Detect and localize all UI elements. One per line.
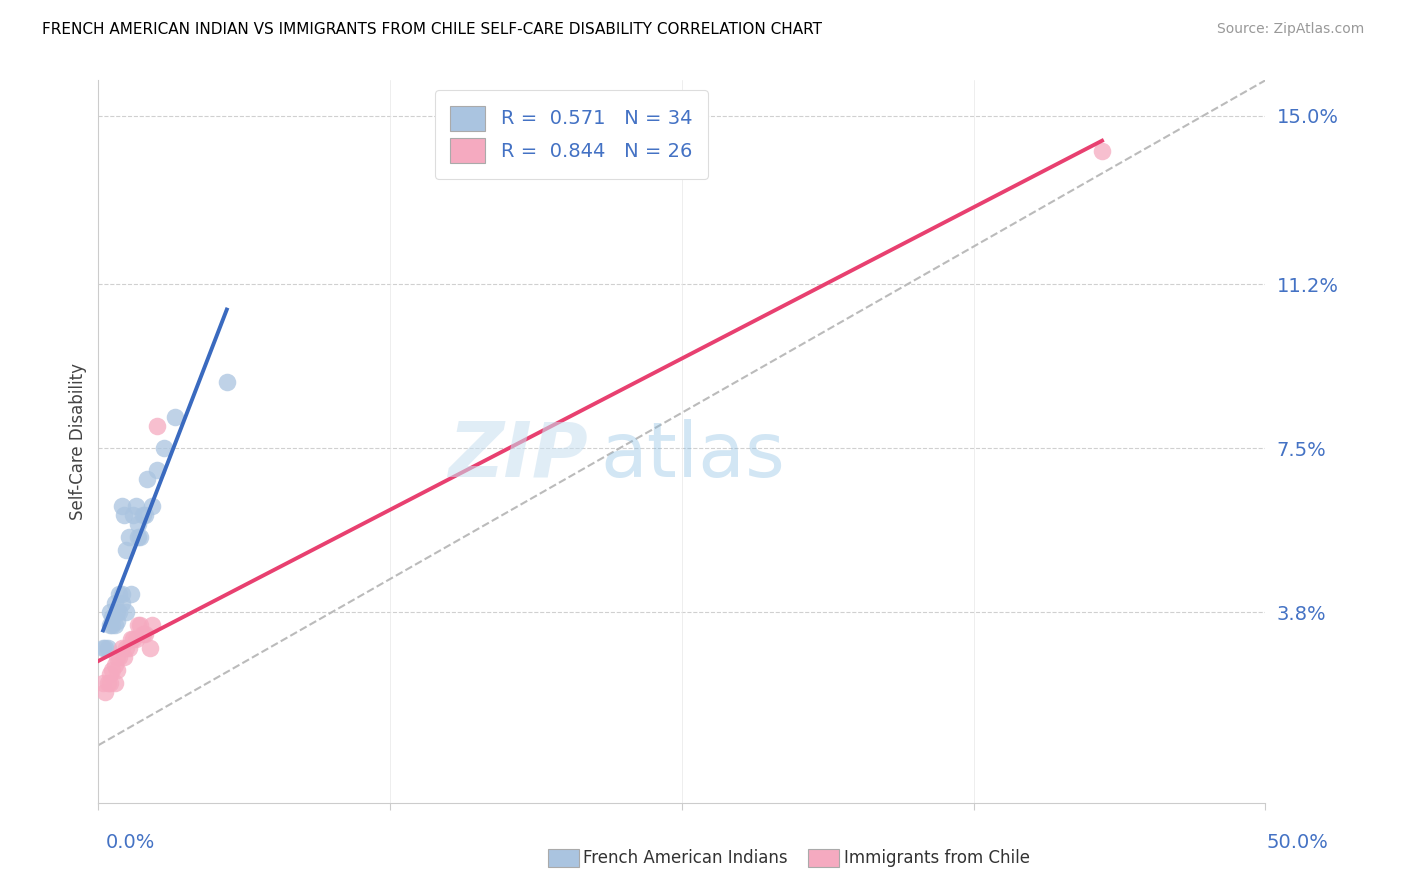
Point xyxy=(98,667,121,681)
Point xyxy=(97,640,120,655)
Point xyxy=(98,676,121,690)
Point xyxy=(132,627,155,641)
Point xyxy=(120,632,142,646)
Point xyxy=(111,587,134,601)
Point xyxy=(105,614,128,628)
Point xyxy=(104,676,127,690)
Text: atlas: atlas xyxy=(600,419,785,493)
Point xyxy=(108,587,131,601)
Point xyxy=(134,508,156,522)
Point xyxy=(115,543,138,558)
Point xyxy=(129,530,152,544)
Point xyxy=(136,472,159,486)
Point xyxy=(111,499,134,513)
Point xyxy=(132,508,155,522)
Text: ZIP: ZIP xyxy=(449,419,589,493)
Point xyxy=(115,605,138,619)
Point xyxy=(122,632,145,646)
Point xyxy=(104,618,127,632)
Point xyxy=(97,676,120,690)
Point xyxy=(141,618,163,632)
Point xyxy=(101,618,124,632)
Point xyxy=(120,587,142,601)
Point xyxy=(139,640,162,655)
Point xyxy=(111,596,134,610)
Point xyxy=(105,649,128,664)
Point xyxy=(94,640,117,655)
Point xyxy=(98,605,121,619)
Point xyxy=(152,441,174,455)
Point xyxy=(122,508,145,522)
Point xyxy=(101,663,124,677)
Point xyxy=(146,419,169,434)
Y-axis label: Self-Care Disability: Self-Care Disability xyxy=(69,363,87,520)
Point xyxy=(146,463,169,477)
Point xyxy=(127,618,149,632)
Point xyxy=(108,605,131,619)
Text: FRENCH AMERICAN INDIAN VS IMMIGRANTS FROM CHILE SELF-CARE DISABILITY CORRELATION: FRENCH AMERICAN INDIAN VS IMMIGRANTS FRO… xyxy=(42,22,823,37)
Point xyxy=(105,605,128,619)
Point xyxy=(165,410,187,425)
Point xyxy=(91,676,114,690)
Legend: R =  0.571   N = 34, R =  0.844   N = 26: R = 0.571 N = 34, R = 0.844 N = 26 xyxy=(434,90,709,179)
Text: Immigrants from Chile: Immigrants from Chile xyxy=(844,849,1029,867)
Point xyxy=(215,375,238,389)
Point xyxy=(111,640,134,655)
Point xyxy=(108,649,131,664)
Point xyxy=(101,609,124,624)
Point xyxy=(112,649,135,664)
Point xyxy=(98,618,121,632)
Text: 0.0%: 0.0% xyxy=(105,833,155,853)
Point xyxy=(115,640,138,655)
Text: French American Indians: French American Indians xyxy=(583,849,789,867)
Point xyxy=(134,627,156,641)
Point xyxy=(141,499,163,513)
Text: 50.0%: 50.0% xyxy=(1267,833,1329,853)
Point xyxy=(118,640,141,655)
Point xyxy=(104,658,127,673)
Point xyxy=(94,685,117,699)
Point xyxy=(129,618,152,632)
Point xyxy=(112,508,135,522)
Point xyxy=(125,632,148,646)
Point xyxy=(104,596,127,610)
Point xyxy=(125,499,148,513)
Point xyxy=(118,530,141,544)
Point xyxy=(127,516,149,531)
Text: Source: ZipAtlas.com: Source: ZipAtlas.com xyxy=(1216,22,1364,37)
Point xyxy=(91,640,114,655)
Point xyxy=(105,663,128,677)
Point xyxy=(127,530,149,544)
Point xyxy=(1091,145,1114,159)
